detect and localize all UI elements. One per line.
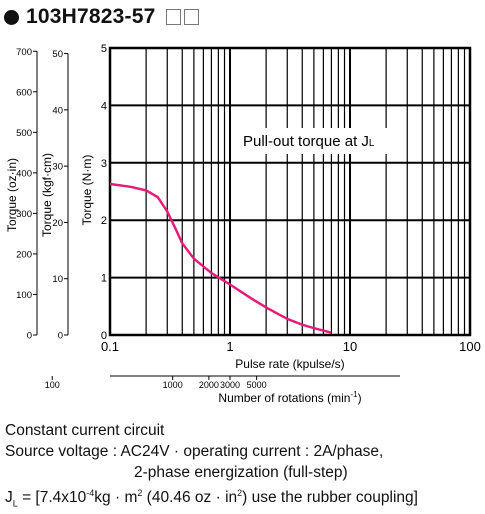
secondary-tick-label: 0 [58,331,63,342]
secondary-axis-label: Torque (kgf·cm) [40,153,54,237]
notes: Constant current circuit Source voltage … [5,420,418,514]
x-axis-ticks: 0.1 1 10 100 [101,339,481,354]
secondary-tick-label: 30 [52,162,63,173]
box-icon [184,9,200,25]
note-voltage: Source voltage : AC24V · operating curre… [5,443,384,460]
secondary-tick-label: 20 [52,218,63,229]
note-inertia: JL = [7.4x10-4kg · m2 (40.46 oz · in2) u… [5,488,418,509]
plot-frame [108,46,472,337]
svg-text:Pull-out torque at JL: Pull-out torque at JL [243,133,375,150]
y-tick-label: 5 [101,43,107,55]
model-number: 103H7823-57 [26,5,156,28]
x-axis-label: Pulse rate (kpulse/s) [235,357,344,371]
secondary-tick-label: 40 [52,105,63,116]
rotation-axis-label: Number of rotations (min-1) [218,390,361,405]
secondary-axis-label: Torque (oz·in) [5,158,19,232]
rotation-axis: 100 1000 2000 3000 5000 [45,375,400,390]
box-icons [163,9,200,25]
rotation-tick-label: 100 [45,380,60,390]
x-tick-label: 0.1 [101,339,119,354]
secondary-axes: 0 100 200 300 400 500 600 700 Torque (oz·in) 0 10 2… [5,47,69,342]
rotation-tick-label: 5000 [247,380,267,390]
secondary-tick-label: 300 [16,209,32,220]
secondary-tick-label: 0 [27,331,32,342]
x-tick-label: 100 [459,339,481,354]
secondary-tick-label: 400 [16,168,32,179]
y-axis-label: Torque (N·m) [80,155,94,226]
x-tick-label: 10 [343,339,357,354]
x-tick-label: 1 [226,339,233,354]
secondary-tick-label: 50 [52,49,63,60]
note-energization: 2-phase energization (full-step) [134,464,348,481]
secondary-tick-label: 10 [52,274,63,285]
secondary-tick-label: 700 [16,47,32,58]
y-tick-label: 2 [101,215,107,227]
rotation-tick-label: 3000 [220,380,240,390]
y-tick-label: 0 [101,330,107,342]
rotation-tick-label: 2000 [199,380,219,390]
y-axis-ticks: 0 1 2 3 4 5 [101,43,107,342]
secondary-tick-label: 200 [16,249,32,260]
box-icon [166,9,182,25]
y-tick-label: 3 [101,158,107,170]
secondary-tick-label: 600 [16,87,32,98]
rotation-tick-label: 1000 [163,380,183,390]
annotation: Pull-out torque at JL [236,128,387,154]
note-circuit: Constant current circuit [5,422,165,439]
secondary-tick-label: 500 [16,128,32,139]
secondary-tick-label: 100 [16,290,32,301]
chart-grid [110,48,470,335]
series-line [109,182,332,334]
y-tick-label: 4 [101,100,107,112]
bullet-icon [4,9,19,25]
page-title: 103H7823-57 [4,2,200,32]
y-tick-label: 1 [101,273,107,285]
